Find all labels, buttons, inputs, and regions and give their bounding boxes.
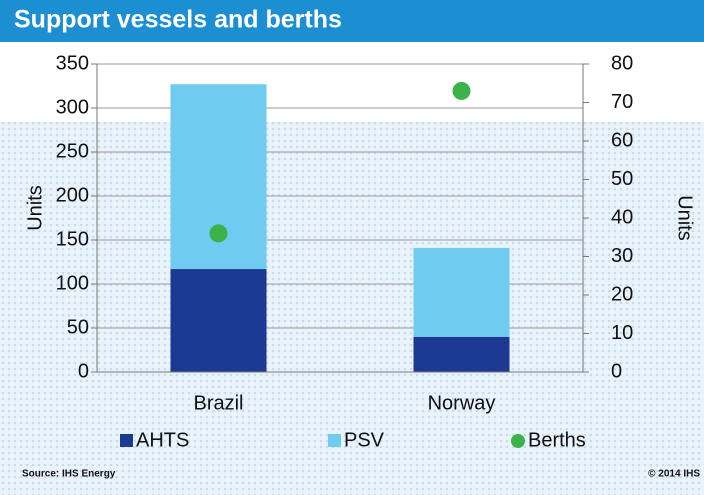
y-axis-label: Units: [24, 185, 46, 231]
chart-title: Support vessels and berths: [14, 6, 342, 34]
point: [452, 81, 471, 100]
y2-axis-label: Units: [674, 195, 696, 241]
legend-marker: [120, 434, 133, 447]
y-tick-label: 100: [56, 272, 89, 294]
legend-label: PSV: [344, 429, 385, 451]
point: [209, 224, 228, 243]
legend-marker: [328, 434, 341, 447]
bar: [413, 336, 510, 372]
y-tick-label: 50: [67, 316, 89, 338]
y2-tick-label: 40: [611, 206, 633, 228]
x-tick-label: Brazil: [193, 392, 243, 414]
bar: [170, 269, 267, 372]
y2-tick-label: 10: [611, 322, 633, 344]
y-tick-label: 250: [56, 140, 89, 162]
legend-marker: [511, 434, 525, 448]
y2-tick-label: 20: [611, 283, 633, 305]
copyright: © 2014 IHS: [648, 469, 700, 480]
y2-tick-label: 0: [611, 360, 622, 382]
y-tick-label: 150: [56, 228, 89, 250]
y-tick-label: 200: [56, 184, 89, 206]
x-tick-label: Norway: [428, 392, 496, 414]
y-tick-label: 300: [56, 96, 89, 118]
legend-label: Berths: [528, 429, 586, 451]
title-bar: [0, 0, 704, 42]
source: Source: IHS Energy: [22, 469, 116, 480]
y2-tick-label: 70: [611, 91, 633, 113]
y2-tick-label: 80: [611, 52, 633, 74]
y2-tick-label: 60: [611, 129, 633, 151]
y2-tick-label: 30: [611, 245, 633, 267]
y2-tick-label: 50: [611, 168, 633, 190]
y-tick-label: 0: [78, 360, 89, 382]
bar: [413, 247, 510, 337]
legend-label: AHTS: [136, 429, 189, 451]
background-pattern: [0, 122, 704, 495]
y-tick-label: 350: [56, 52, 89, 74]
